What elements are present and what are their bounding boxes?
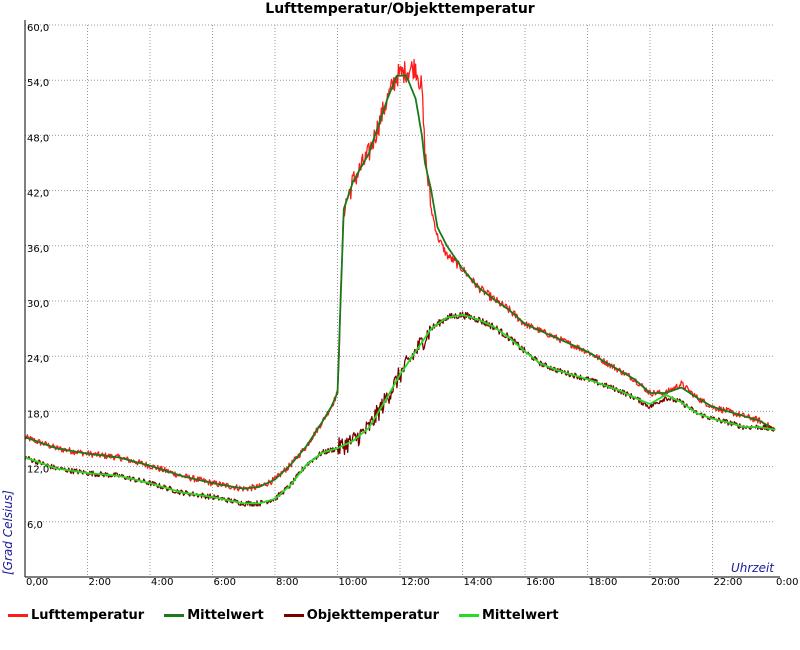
x-tick-label: 0:00 xyxy=(776,577,798,588)
x-tick-label: 10:00 xyxy=(339,577,368,588)
y-tick-label: 48,0 xyxy=(27,133,49,144)
series-line-2 xyxy=(24,74,776,490)
series-lines xyxy=(24,58,776,507)
y-tick-label: 60,0 xyxy=(27,23,49,34)
x-tick-labels: 0,00 2:00 4:00 6:00 8:00 10:00 12:00 14:00 16:00… xyxy=(26,577,798,588)
y-tick-label: 12,0 xyxy=(27,465,49,476)
series-line-4 xyxy=(24,313,776,505)
x-tick-label: 0,00 xyxy=(26,577,48,588)
series-line-1 xyxy=(24,58,776,492)
legend-item: Objekttemperatur xyxy=(283,608,439,623)
x-tick-label: 4:00 xyxy=(151,577,173,588)
grid-lines xyxy=(25,24,775,577)
x-tick-label: 14:00 xyxy=(464,577,493,588)
legend-swatch xyxy=(459,614,479,617)
x-tick-label: 2:00 xyxy=(89,577,111,588)
x-tick-label: 22:00 xyxy=(714,577,743,588)
legend-item: Mittelwert xyxy=(459,608,559,623)
y-tick-label: 36,0 xyxy=(27,244,49,255)
x-tick-label: 16:00 xyxy=(526,577,555,588)
x-tick-label: 18:00 xyxy=(589,577,618,588)
y-tick-labels: 6,0 12,0 18,0 24,0 30,0 36,0 42,0 48,0 54,0 60,0 xyxy=(27,23,49,531)
legend-label: Lufttemperatur xyxy=(31,608,145,623)
x-tick-label: 20:00 xyxy=(651,577,680,588)
x-tick-label: 12:00 xyxy=(401,577,430,588)
chart-legend: Lufttemperatur Mittelwert Objekttemperatur… xyxy=(8,608,579,623)
y-tick-label: 24,0 xyxy=(27,354,49,365)
y-tick-label: 42,0 xyxy=(27,189,49,200)
y-tick-label: 54,0 xyxy=(27,78,49,89)
y-tick-label: 30,0 xyxy=(27,299,49,310)
legend-label: Mittelwert xyxy=(187,608,264,623)
legend-label: Mittelwert xyxy=(482,608,559,623)
legend-item: Mittelwert xyxy=(164,608,264,623)
axes xyxy=(24,20,780,578)
x-tick-label: 6:00 xyxy=(214,577,236,588)
legend-item: Lufttemperatur xyxy=(8,608,144,623)
y-tick-label: 6,0 xyxy=(27,520,43,531)
x-axis-label: Uhrzeit xyxy=(731,561,775,575)
legend-swatch xyxy=(8,614,28,617)
x-tick-label: 8:00 xyxy=(276,577,298,588)
y-tick-label: 18,0 xyxy=(27,409,49,420)
legend-label: Objekttemperatur xyxy=(306,608,439,623)
y-axis-label: [Grad Celsius] xyxy=(1,490,15,575)
legend-swatch xyxy=(283,614,304,617)
chart-title: Lufttemperatur/Objekttemperatur xyxy=(265,1,535,17)
legend-swatch xyxy=(164,614,185,617)
